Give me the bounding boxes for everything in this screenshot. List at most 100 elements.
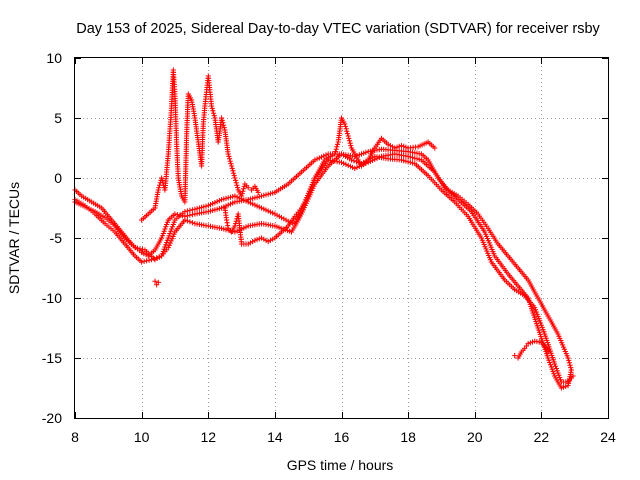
data-point <box>214 206 220 212</box>
data-point <box>159 175 165 181</box>
data-point <box>141 251 147 257</box>
data-point <box>205 203 211 209</box>
data-point <box>228 161 234 167</box>
series-track-e <box>222 115 438 247</box>
data-point <box>407 154 413 160</box>
data-point <box>164 221 170 228</box>
series-track-d <box>139 67 261 223</box>
data-point <box>219 115 225 121</box>
data-point <box>385 141 391 147</box>
data-point <box>155 187 161 193</box>
data-point <box>566 357 572 363</box>
data-point <box>152 278 158 284</box>
data-point <box>210 108 216 114</box>
data-point <box>220 120 226 126</box>
data-point <box>278 215 285 221</box>
data-point <box>170 233 176 240</box>
data-point <box>233 177 239 183</box>
data-point <box>233 180 239 186</box>
data-point <box>184 218 190 224</box>
data-point <box>132 245 138 251</box>
data-point <box>343 126 349 132</box>
x-tick-label: 24 <box>600 429 616 445</box>
data-point <box>134 245 141 251</box>
data-point <box>231 170 237 176</box>
data-point <box>139 246 146 252</box>
x-axis-label: GPS time / hours <box>287 457 394 473</box>
data-point <box>550 368 556 375</box>
data-point <box>346 135 352 141</box>
y-axis-label: SDTVAR / TECUs <box>6 182 22 294</box>
x-tick-label: 20 <box>467 429 483 445</box>
data-point <box>566 360 572 366</box>
data-point <box>225 195 231 201</box>
data-point <box>545 349 551 355</box>
data-point <box>166 242 172 248</box>
data-point <box>221 122 227 128</box>
data-point <box>267 237 273 243</box>
data-point <box>187 212 193 218</box>
data-point <box>155 279 161 285</box>
data-point <box>351 158 357 164</box>
data-point <box>548 364 554 370</box>
data-point <box>348 157 355 163</box>
data-point <box>226 153 232 159</box>
data-point <box>170 221 176 228</box>
data-point <box>309 182 315 188</box>
y-tick-label: 10 <box>46 50 62 66</box>
data-point <box>214 199 220 205</box>
data-point <box>407 159 413 165</box>
data-point <box>205 209 211 215</box>
data-point <box>139 259 145 265</box>
data-point <box>343 161 349 167</box>
data-point <box>187 219 193 225</box>
data-point <box>169 226 175 232</box>
data-point <box>209 105 215 111</box>
data-point <box>163 242 169 248</box>
data-point <box>225 202 231 208</box>
data-point <box>345 133 351 139</box>
data-point <box>512 353 518 359</box>
data-point <box>211 113 217 119</box>
data-point <box>346 138 353 144</box>
x-tick-label: 10 <box>134 429 150 445</box>
data-point <box>258 193 265 199</box>
data-point <box>227 158 233 164</box>
data-point <box>164 237 170 243</box>
x-tick-label: 14 <box>267 429 283 445</box>
data-point <box>172 211 178 217</box>
data-point <box>396 143 402 149</box>
data-point <box>348 143 354 149</box>
data-point <box>432 145 438 151</box>
data-point <box>232 175 238 181</box>
data-point <box>555 370 561 376</box>
x-tick-label: 12 <box>200 429 216 445</box>
data-point <box>557 374 563 381</box>
x-tick-label: 18 <box>400 429 416 445</box>
data-point <box>184 213 190 219</box>
data-point <box>224 220 230 226</box>
data-point <box>159 233 165 239</box>
data-point <box>344 131 351 137</box>
data-point <box>184 208 190 214</box>
data-point <box>239 193 245 199</box>
y-tick-label: -15 <box>42 350 62 366</box>
axis-ticks: 8 10 12 14 16 18 20 22 24 -20 -15 -10 -5 0 5 10 <box>42 50 616 445</box>
data-point <box>209 103 215 109</box>
data-point <box>241 186 247 192</box>
chart-title: Day 153 of 2025, Sidereal Day-to-day VTE… <box>76 21 600 37</box>
x-tick-label: 8 <box>71 429 79 445</box>
data-point <box>567 362 573 368</box>
data-point <box>354 164 360 170</box>
data-point <box>267 209 273 215</box>
data-point <box>221 125 227 131</box>
data-point <box>156 185 162 191</box>
data-point <box>231 173 237 179</box>
x-tick-label: 22 <box>534 429 550 445</box>
data-point <box>568 365 574 371</box>
data-point <box>235 185 241 191</box>
data-point <box>247 200 253 206</box>
data-point <box>227 156 233 162</box>
grid <box>75 58 608 418</box>
